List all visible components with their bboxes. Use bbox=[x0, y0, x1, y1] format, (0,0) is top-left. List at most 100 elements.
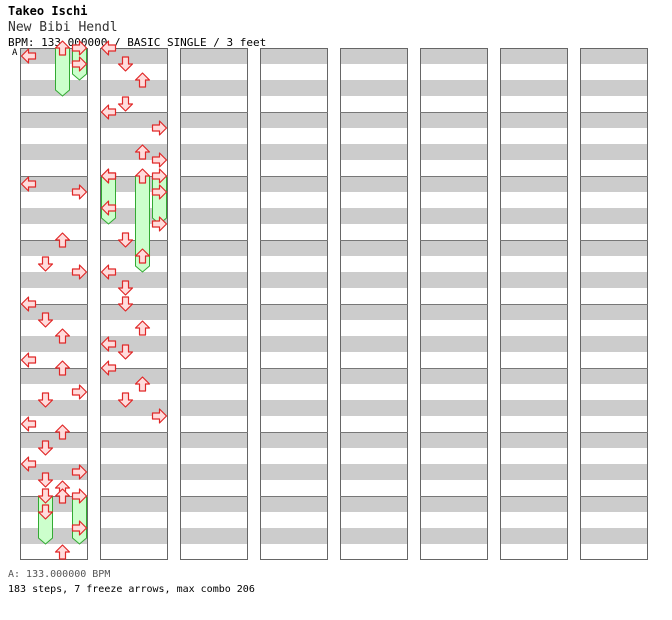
measure-stripe bbox=[260, 464, 328, 480]
step-arrow-right bbox=[71, 40, 88, 56]
measure-stripe bbox=[500, 112, 568, 128]
measure-stripe bbox=[260, 368, 328, 384]
measure-stripe bbox=[180, 240, 248, 256]
step-arrow-up bbox=[54, 360, 71, 376]
step-arrow-left bbox=[100, 104, 117, 120]
step-arrow-left bbox=[100, 336, 117, 352]
measure-stripe bbox=[260, 496, 328, 512]
measure-stripe bbox=[180, 112, 248, 128]
step-arrow-right bbox=[71, 264, 88, 280]
step-arrow-up bbox=[54, 488, 71, 504]
measure-stripe bbox=[340, 272, 408, 288]
step-arrow-up bbox=[134, 248, 151, 264]
step-arrow-down bbox=[117, 232, 134, 248]
measure-stripe bbox=[180, 144, 248, 160]
measure-stripe bbox=[340, 112, 408, 128]
step-arrow-right bbox=[71, 184, 88, 200]
measure-stripe bbox=[100, 528, 168, 544]
measure-stripe bbox=[500, 336, 568, 352]
measure-stripe bbox=[420, 208, 488, 224]
measure-stripe bbox=[100, 208, 168, 224]
measure-stripe bbox=[100, 48, 168, 64]
step-arrow-up bbox=[134, 72, 151, 88]
measure-stripe bbox=[180, 432, 248, 448]
measure-stripe bbox=[420, 368, 488, 384]
measure-stripe bbox=[580, 400, 648, 416]
measure-stripe bbox=[340, 304, 408, 320]
measure-stripe bbox=[100, 496, 168, 512]
measure-stripe bbox=[420, 432, 488, 448]
measure-stripe bbox=[260, 336, 328, 352]
step-arrow-down bbox=[37, 504, 54, 520]
step-arrow-down bbox=[117, 344, 134, 360]
measure-stripe bbox=[580, 368, 648, 384]
measure-stripe bbox=[580, 528, 648, 544]
measure-stripe bbox=[500, 304, 568, 320]
measure-stripe bbox=[420, 112, 488, 128]
measure-stripe bbox=[260, 112, 328, 128]
step-arrow-down bbox=[117, 96, 134, 112]
measure-stripe bbox=[100, 368, 168, 384]
measure-stripe bbox=[180, 528, 248, 544]
measure-stripe bbox=[180, 336, 248, 352]
measure-stripe bbox=[420, 400, 488, 416]
step-arrow-left bbox=[100, 200, 117, 216]
measure-stripe bbox=[500, 496, 568, 512]
measure-stripe bbox=[20, 48, 88, 64]
measure-stripe bbox=[580, 336, 648, 352]
measure-stripe bbox=[100, 272, 168, 288]
measure-stripe bbox=[420, 144, 488, 160]
measure-stripe bbox=[420, 304, 488, 320]
step-arrow-right bbox=[151, 152, 168, 168]
measure-stripe bbox=[340, 48, 408, 64]
measure-stripe bbox=[420, 272, 488, 288]
measure-stripe bbox=[180, 304, 248, 320]
step-arrow-left bbox=[20, 416, 37, 432]
step-arrow-up bbox=[134, 376, 151, 392]
step-arrow-down bbox=[37, 440, 54, 456]
step-arrow-right bbox=[151, 168, 168, 184]
measure-stripe bbox=[100, 304, 168, 320]
measure-stripe bbox=[580, 496, 648, 512]
measure-stripe bbox=[580, 80, 648, 96]
measure-stripe bbox=[20, 496, 88, 512]
measure-stripe bbox=[260, 208, 328, 224]
step-arrow-down bbox=[117, 280, 134, 296]
measure-stripe bbox=[100, 400, 168, 416]
step-arrow-left bbox=[20, 296, 37, 312]
measure-stripe bbox=[420, 528, 488, 544]
measure-stripe bbox=[500, 400, 568, 416]
measure-stripe bbox=[260, 400, 328, 416]
measure-stripe bbox=[420, 496, 488, 512]
step-arrow-right bbox=[151, 120, 168, 136]
step-arrow-up bbox=[54, 232, 71, 248]
measure-stripe bbox=[420, 240, 488, 256]
step-arrow-left bbox=[20, 352, 37, 368]
measure-stripe bbox=[260, 144, 328, 160]
song-title: New Bibi Hendl bbox=[8, 20, 118, 35]
measure-stripe bbox=[260, 528, 328, 544]
measure-stripe bbox=[20, 144, 88, 160]
measure-stripe bbox=[180, 464, 248, 480]
measure-stripe bbox=[20, 240, 88, 256]
measure-stripe bbox=[20, 80, 88, 96]
step-arrow-left bbox=[100, 168, 117, 184]
step-arrow-up bbox=[134, 168, 151, 184]
measure-stripe bbox=[20, 336, 88, 352]
step-arrow-down bbox=[117, 296, 134, 312]
measure-stripe bbox=[20, 208, 88, 224]
measure-stripe bbox=[20, 464, 88, 480]
measure-stripe bbox=[580, 464, 648, 480]
step-arrow-down bbox=[37, 472, 54, 488]
step-arrow-up bbox=[54, 424, 71, 440]
measure-stripe bbox=[580, 112, 648, 128]
step-arrow-down bbox=[37, 256, 54, 272]
measure-stripe bbox=[100, 176, 168, 192]
measure-stripe bbox=[20, 432, 88, 448]
measure-stripe bbox=[180, 496, 248, 512]
step-arrow-right bbox=[71, 488, 88, 504]
step-arrow-down bbox=[37, 392, 54, 408]
measure-stripe bbox=[180, 80, 248, 96]
measure-stripe bbox=[260, 432, 328, 448]
measure-stripe bbox=[20, 400, 88, 416]
